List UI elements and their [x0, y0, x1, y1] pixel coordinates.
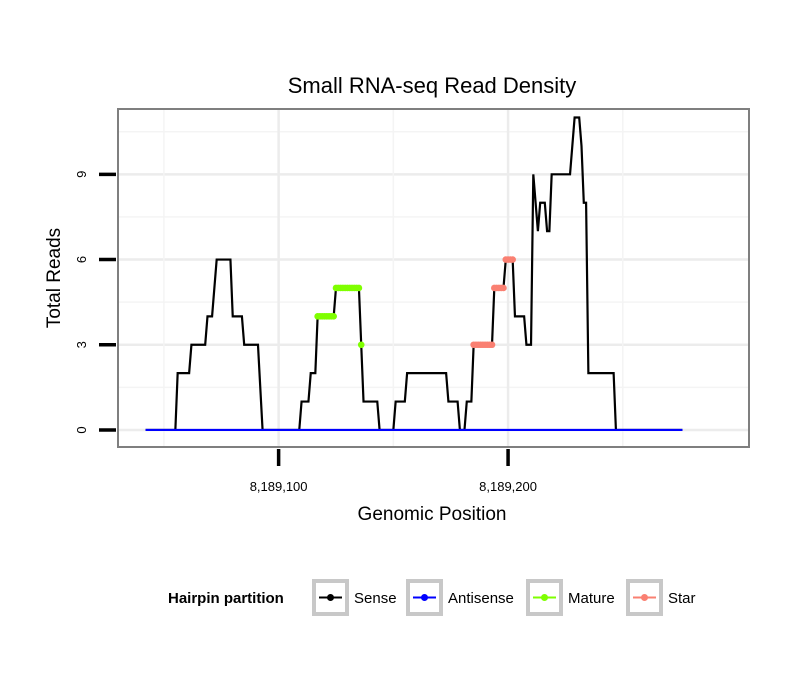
- series-line-sense: [145, 116, 683, 432]
- y-tick-label: 6: [74, 256, 89, 263]
- plot-panel: [118, 109, 749, 447]
- legend-label-star: Star: [668, 590, 696, 607]
- series-point-star: [509, 256, 516, 263]
- chart-title: Small RNA-seq Read Density: [288, 73, 577, 98]
- legend-key-point-mature: [541, 594, 548, 601]
- x-axis: 8,189,100 8,189,200: [250, 449, 537, 494]
- y-tick-label: 3: [74, 341, 89, 348]
- series-point-mature: [355, 284, 363, 292]
- x-axis-title: Genomic Position: [358, 504, 507, 525]
- legend-key-point-star: [641, 594, 648, 601]
- x-tick-label: 8,189,100: [250, 479, 308, 494]
- y-tick-label: 0: [74, 426, 89, 433]
- legend-title: Hairpin partition: [168, 590, 284, 607]
- series-layer: [145, 116, 683, 432]
- legend-key-point-sense: [327, 594, 334, 601]
- legend-key-point-antisense: [421, 594, 428, 601]
- x-tick-label: 8,189,200: [479, 479, 537, 494]
- legend: Hairpin partition Sense Antisense Mature St…: [168, 579, 696, 616]
- series-point-star: [500, 284, 507, 292]
- series-point-star: [488, 341, 496, 349]
- series-point-mature: [330, 313, 337, 320]
- legend-label-sense: Sense: [354, 590, 397, 607]
- plot-border: [117, 108, 750, 448]
- y-axis-title: Total Reads: [44, 228, 65, 328]
- legend-label-mature: Mature: [568, 590, 615, 607]
- series-point-mature: [357, 341, 365, 349]
- legend-label-antisense: Antisense: [448, 590, 514, 607]
- y-axis: 0 3 6 9: [74, 171, 116, 434]
- y-tick-label: 9: [74, 171, 89, 178]
